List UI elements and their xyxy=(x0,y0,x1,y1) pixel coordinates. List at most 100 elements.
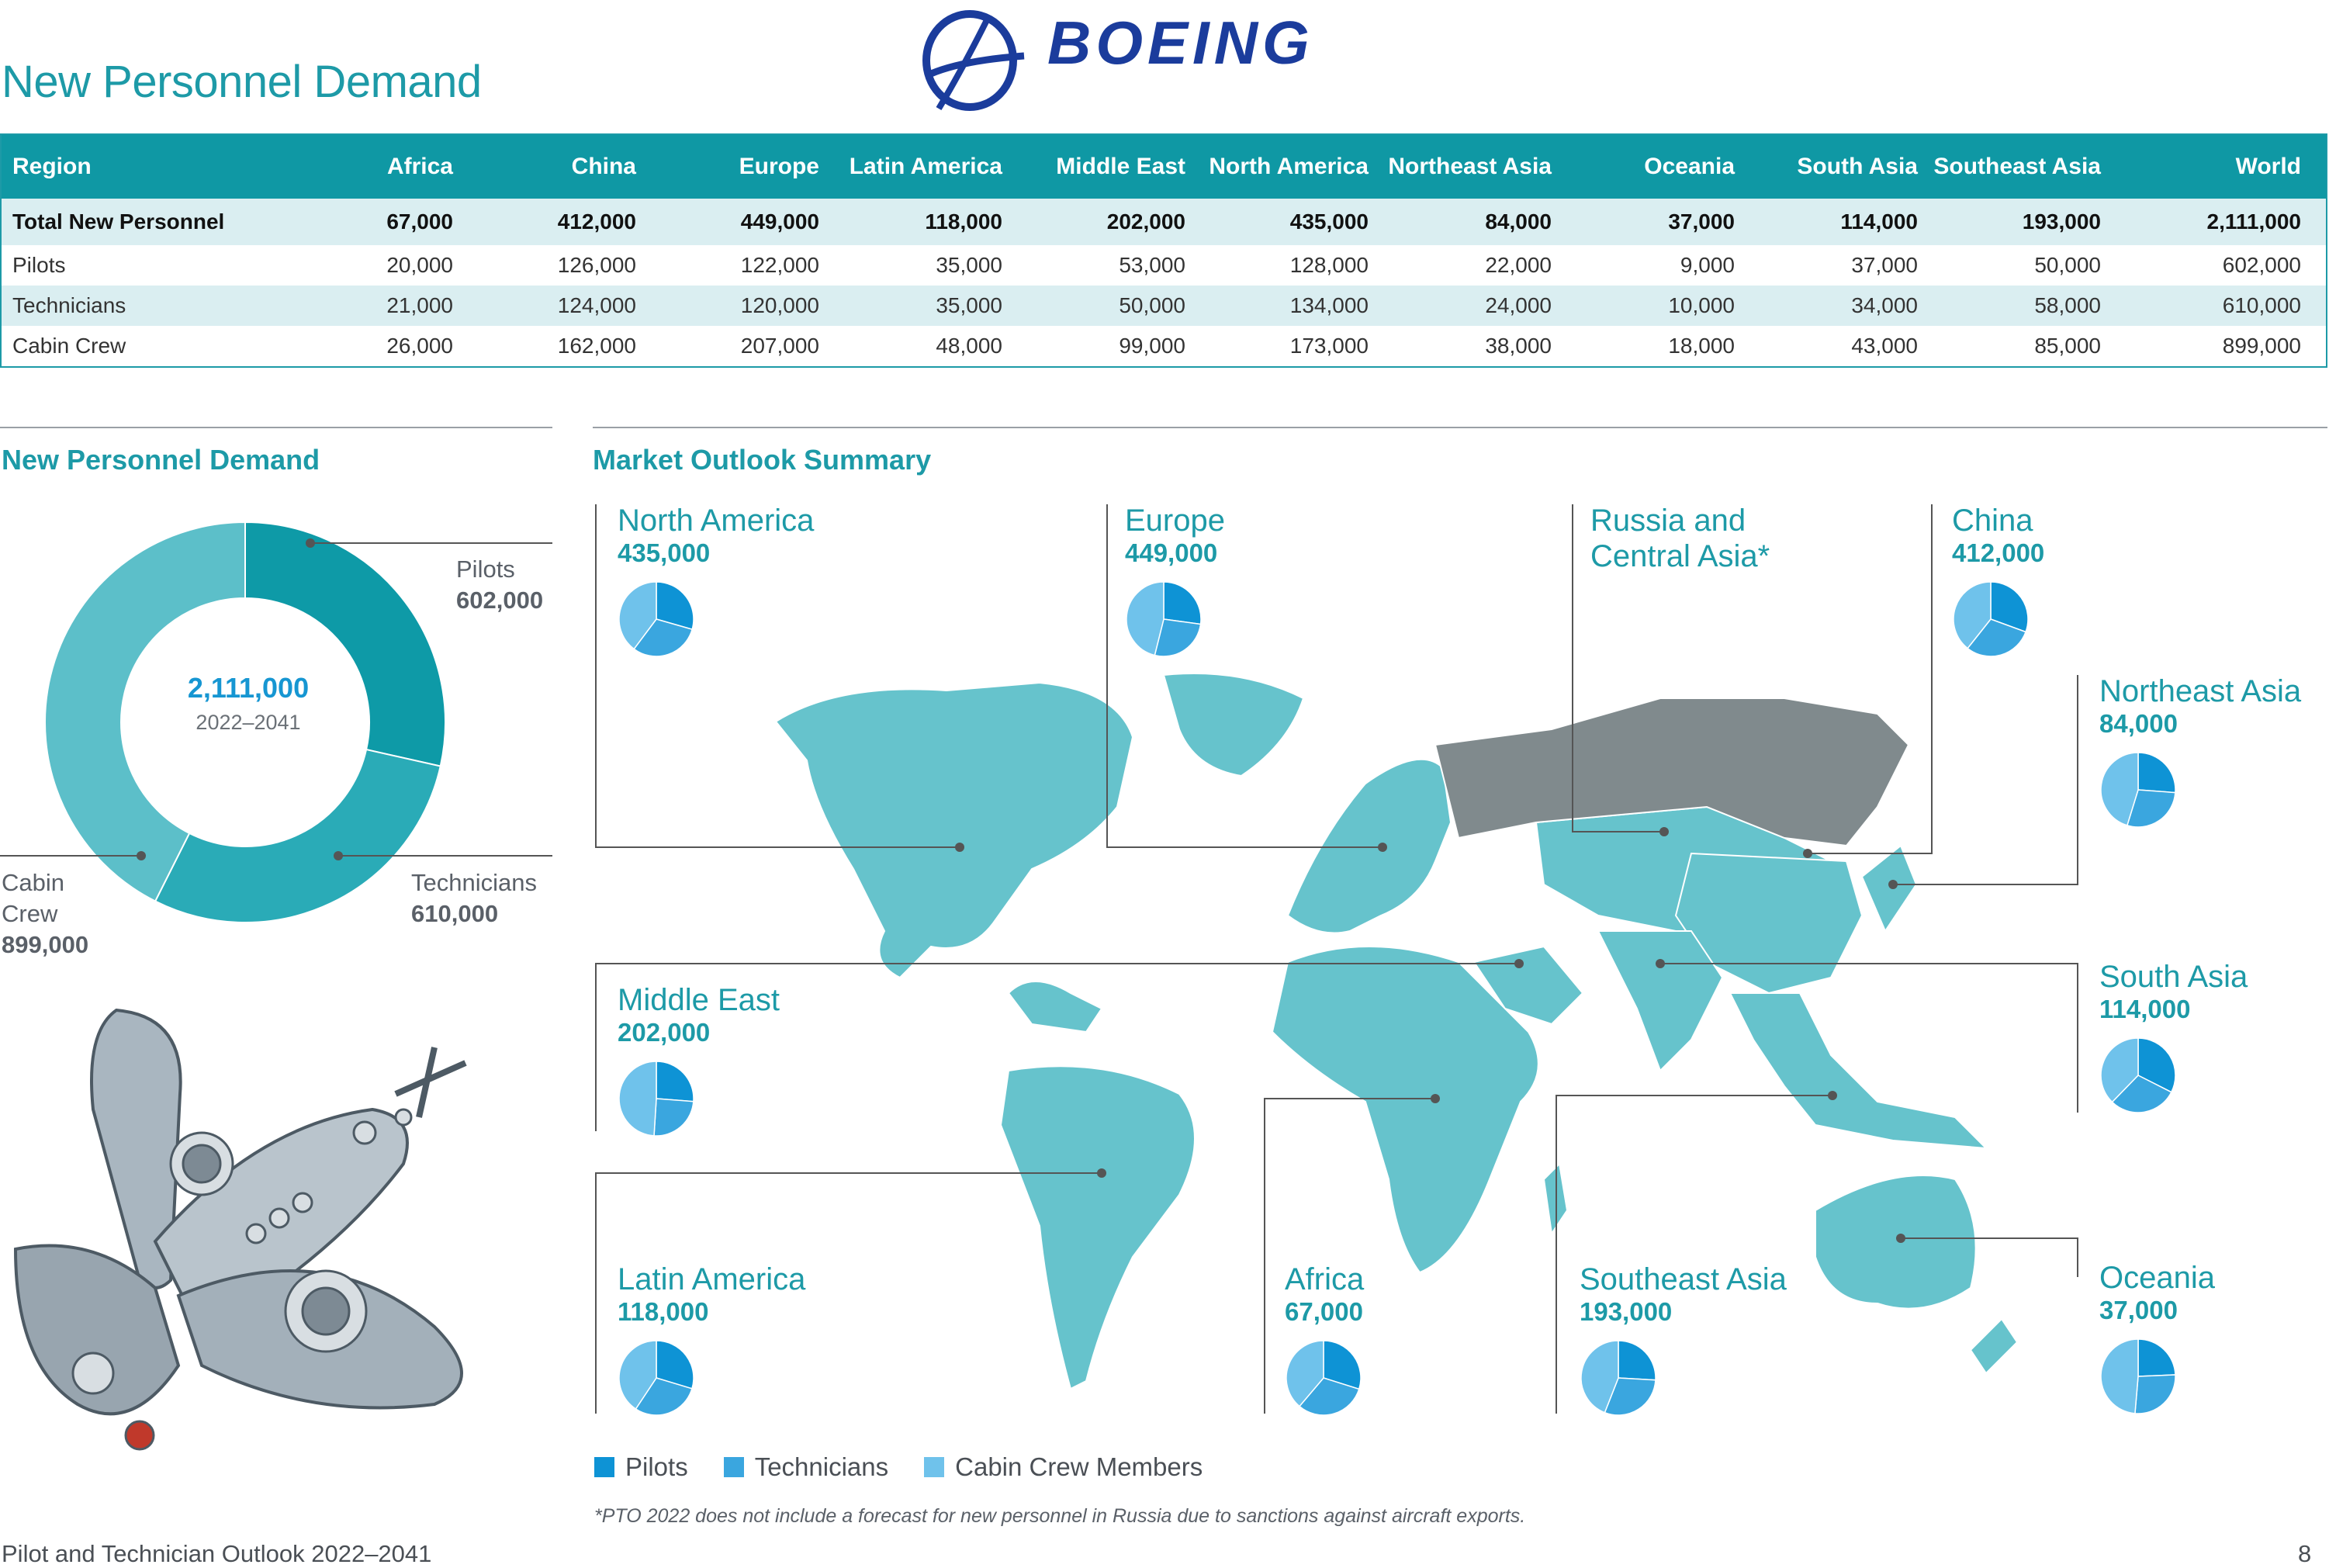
table-header-cell: World xyxy=(2235,154,2301,179)
pie-slice-pilots xyxy=(1618,1340,1656,1381)
donut-center: 2,111,000 2022–2041 xyxy=(140,672,357,735)
table-cell: 899,000 xyxy=(2222,334,2301,358)
table-cell: 9,000 xyxy=(1680,253,1735,277)
pie-slice-cabin xyxy=(2100,1037,2139,1103)
central-america-shape xyxy=(1007,981,1103,1033)
region-callout: China 412,000 xyxy=(1952,503,2044,568)
table-row: Total New Personnel 67,000 412,000 449,000 1… xyxy=(2,199,2326,245)
region-value: 118,000 xyxy=(618,1297,709,1326)
table-cell: 126,000 xyxy=(557,253,636,277)
greenland-shape xyxy=(1162,673,1305,777)
table-cell: 50,000 xyxy=(2034,253,2101,277)
row-label: Cabin Crew xyxy=(12,334,126,358)
table-cell: 53,000 xyxy=(1119,253,1185,277)
table-cell: 114,000 xyxy=(1840,209,1918,234)
pie-slice-cabin xyxy=(1580,1340,1619,1414)
pie-slice-pilots xyxy=(2137,1037,2176,1093)
region-pie xyxy=(1580,1340,1656,1416)
svg-text:BOEING: BOEING xyxy=(1047,9,1314,77)
table-cell: 24,000 xyxy=(1485,293,1552,317)
legend-technicians-label: Technicians xyxy=(754,1452,889,1481)
south-asia-shape xyxy=(1597,930,1724,1072)
donut-slice-cabin xyxy=(44,521,246,902)
table-cell: 26,000 xyxy=(386,334,453,358)
table-cell: 128,000 xyxy=(1289,253,1369,277)
cabin-dot xyxy=(137,851,146,860)
table-cell: 67,000 xyxy=(386,209,453,234)
table-header-cell: Region xyxy=(12,154,92,179)
legend-swatch xyxy=(594,1457,614,1477)
pie-slice-technicians xyxy=(2111,1075,2172,1113)
boeing-logo: BOEING xyxy=(922,9,1314,111)
pie-slice-technicians xyxy=(2134,1374,2176,1414)
table-cell: 35,000 xyxy=(936,293,1002,317)
row-label: Technicians xyxy=(12,293,126,317)
pilots-label-name: Pilots xyxy=(456,556,515,583)
pilots-label-value: 602,000 xyxy=(456,587,544,614)
region-name: Oceania xyxy=(2099,1261,2215,1295)
pilots-label: Pilots 602,000 xyxy=(456,554,543,616)
table-header-cell: Oceania xyxy=(1644,154,1735,179)
airplane-illustration xyxy=(13,1008,467,1451)
cabin-label-value: 899,000 xyxy=(2,931,89,958)
table-header-cell: Latin America xyxy=(849,154,1002,179)
personnel-table: Region Africa China Europe Latin America Midd… xyxy=(0,133,2327,368)
divider xyxy=(0,427,552,428)
table-cell: 412,000 xyxy=(557,209,636,234)
pie-slice-pilots xyxy=(656,581,694,631)
legend-pilots-label: Pilots xyxy=(625,1452,688,1481)
legend-cabin: Cabin Crew Members xyxy=(924,1452,1203,1482)
region-pie xyxy=(618,1340,694,1416)
pie-slice-pilots xyxy=(656,1061,694,1102)
table-cell: 85,000 xyxy=(2034,334,2101,358)
donut-chart xyxy=(0,521,552,923)
pie-slice-technicians xyxy=(1967,618,2027,657)
region-callout: Europe 449,000 xyxy=(1125,503,1225,568)
table-cell: 118,000 xyxy=(925,209,1002,234)
table-cell: 43,000 xyxy=(1851,334,1918,358)
table-cell: 22,000 xyxy=(1485,253,1552,277)
region-value: 84,000 xyxy=(2099,709,2178,738)
region-value: 193,000 xyxy=(1580,1297,1673,1326)
divider xyxy=(593,427,2327,428)
footnote: *PTO 2022 does not include a forecast fo… xyxy=(594,1505,1526,1527)
legend-cabin-label: Cabin Crew Members xyxy=(955,1452,1203,1481)
pie-slice-cabin xyxy=(1126,581,1164,656)
row-label: Total New Personnel xyxy=(12,209,225,234)
region-callout: South Asia 114,000 xyxy=(2099,959,2248,1024)
region-value: 114,000 xyxy=(2099,995,2191,1023)
pie-slice-cabin xyxy=(618,1340,657,1411)
region-name: Middle East xyxy=(618,983,780,1017)
region-callout: Middle East 202,000 xyxy=(618,982,780,1047)
pie-slice-technicians xyxy=(2126,789,2176,828)
legend-pilots: Pilots xyxy=(594,1452,688,1482)
table-cell: 18,000 xyxy=(1668,334,1735,358)
region-pie xyxy=(1953,581,2029,657)
region-callout: Russia and Central Asia* xyxy=(1590,503,1792,574)
region-name: South Asia xyxy=(2099,960,2248,994)
map-heading: Market Outlook Summary xyxy=(593,444,932,476)
world-map xyxy=(595,504,2078,1414)
region-value: 449,000 xyxy=(1125,538,1218,567)
pie-slice-cabin xyxy=(618,581,657,650)
donut-heading: New Personnel Demand xyxy=(2,444,320,476)
pie-slice-pilots xyxy=(2137,1338,2176,1377)
table-cell: 2,111,000 xyxy=(2206,209,2301,234)
table-body: Total New Personnel 67,000 412,000 449,000 1… xyxy=(2,199,2326,366)
donut-center-years: 2022–2041 xyxy=(196,711,301,734)
region-name: Latin America xyxy=(618,1262,806,1296)
russia-shape xyxy=(1434,697,1910,847)
table-header-cell: North America xyxy=(1209,154,1369,179)
southeast-asia-shape xyxy=(1729,992,1988,1150)
donut-center-value: 2,111,000 xyxy=(187,672,310,704)
region-name: Africa xyxy=(1285,1262,1365,1296)
region-name: Southeast Asia xyxy=(1580,1262,1787,1296)
region-value: 412,000 xyxy=(1952,538,2045,567)
table-cell: 20,000 xyxy=(386,253,453,277)
pie-slice-pilots xyxy=(1990,581,2029,633)
table-header-cell: China xyxy=(571,154,636,179)
region-pie xyxy=(618,581,694,657)
legend: Pilots Technicians Cabin Crew Members xyxy=(594,1452,1203,1482)
pie-slice-technicians xyxy=(653,1098,694,1137)
table-row: Cabin Crew 26,000 162,000 207,000 48,000 99,0… xyxy=(2,326,2326,366)
